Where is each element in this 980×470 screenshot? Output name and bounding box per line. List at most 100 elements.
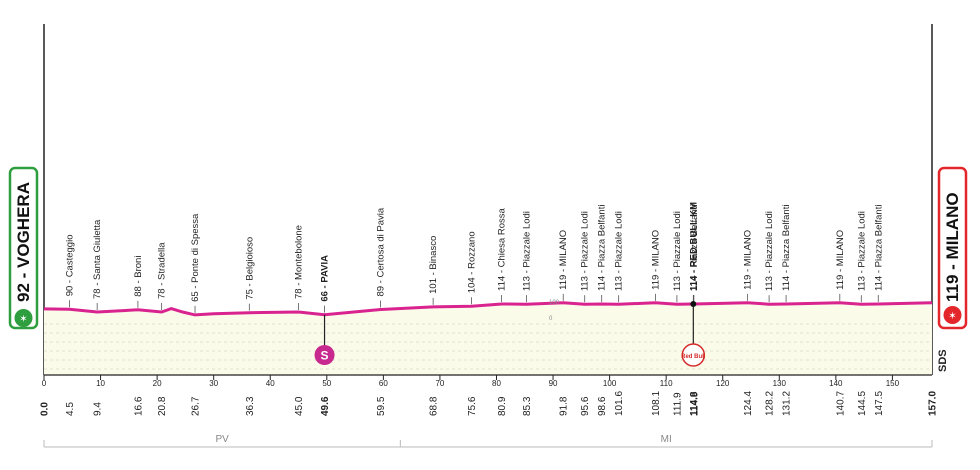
km-label-24: 131.2 <box>782 391 793 416</box>
x-tick-label-80: 80 <box>492 379 501 388</box>
waypoint-label-19: 113 - Piazzale Lodi <box>672 211 683 291</box>
km-label-11: 75.6 <box>467 396 478 416</box>
waypoint-label-20: 114 - RED BULL KM <box>688 202 699 291</box>
km-label-1: 4.5 <box>65 402 76 416</box>
km-label-17: 101.6 <box>614 391 625 416</box>
x-tick-label-50: 50 <box>322 379 331 388</box>
province-bar: PV MI <box>43 434 933 448</box>
waypoint-label-5: 65 - Ponte di Spessa <box>190 213 201 302</box>
waypoint-label-23: 113 - Piazzale Lodi <box>764 211 775 291</box>
km-label-28: 157.0 <box>928 391 939 416</box>
finish-cyclist-icon <box>943 306 962 324</box>
red-bull-icon-label: Red Bull <box>681 354 706 360</box>
start-badge-frame <box>8 166 39 330</box>
x-tick-label-150: 150 <box>886 379 900 388</box>
waypoint-label-15: 113 - Piazzale Lodi <box>580 211 591 291</box>
x-tick-label-20: 20 <box>153 379 162 388</box>
finish-cyclist-glyph: ✶ <box>948 311 956 322</box>
x-tick-label-70: 70 <box>435 379 444 388</box>
waypoint-label-8: 66 - PAVIA <box>320 255 331 302</box>
x-tick-label-60: 60 <box>379 379 388 388</box>
waypoint-label-10: 101 - Binasco <box>428 236 439 294</box>
km-label-5: 26.7 <box>191 396 202 416</box>
waypoint-label-1: 90 - Casteggio <box>64 235 75 297</box>
sprint-icon-label: S <box>321 349 329 363</box>
km-label-16: 98.6 <box>597 396 608 416</box>
waypoint-label-16: 114 - Piazza Belfanti <box>597 205 608 291</box>
waypoint-label-25: 119 - MILANO <box>835 230 846 290</box>
km-label-26: 144.5 <box>857 391 868 416</box>
elevation-grid <box>44 323 932 370</box>
km-label-10: 68.8 <box>429 396 440 416</box>
km-label-7: 45.0 <box>294 396 305 416</box>
start-cyclist-icon <box>14 309 33 327</box>
x-tick-label-30: 30 <box>209 379 218 388</box>
x-tick-label-130: 130 <box>773 379 787 388</box>
x-tick-label-40: 40 <box>266 379 275 388</box>
km-label-14: 91.8 <box>559 396 570 416</box>
waypoint-label-12: 114 - Chiesa Rossa <box>497 208 508 291</box>
waypoint-label-4: 78 - Stradella <box>157 242 168 299</box>
route-line <box>43 301 933 317</box>
x-tick-label-140: 140 <box>829 379 843 388</box>
start-town-label: 92 - VOGHERA <box>14 182 33 302</box>
waypoints: 90 - Casteggio 78 - Santa Giuletta 88 - Br… <box>64 202 884 367</box>
km-label-3: 16.6 <box>133 396 144 416</box>
altitude-mark-100: 100 <box>549 300 560 306</box>
km-label-9: 59.5 <box>376 396 387 416</box>
sprint-icon <box>314 345 335 365</box>
km-label-0: 0.0 <box>40 402 51 416</box>
waypoint-label-22: 119 - MILANO <box>743 230 754 290</box>
km-label-27: 147.5 <box>874 391 885 416</box>
profile-area <box>44 302 932 375</box>
red-bull-icon <box>681 343 706 367</box>
km-label-18: 108.1 <box>651 391 662 416</box>
waypoint-label-13: 113 - Piazzale Lodi <box>521 211 532 291</box>
km-label-21: 114.9 <box>689 391 700 416</box>
waypoint-label-18: 119 - MILANO <box>650 230 661 290</box>
start-cyclist-glyph: ✶ <box>19 314 27 325</box>
x-tick-label-10: 10 <box>96 379 105 388</box>
province-label-1: MI <box>661 434 672 445</box>
finish-badge-frame <box>937 166 968 330</box>
x-tick-label-110: 110 <box>660 379 673 388</box>
waypoint-label-14: 119 - MILANO <box>558 230 569 290</box>
waypoint-label-3: 88 - Broni <box>133 256 144 297</box>
waypoint-label-9: 89 - Certosa di Pavia <box>376 207 387 296</box>
start-badge: 92 - VOGHERA ✶ <box>8 166 39 330</box>
km-label-25: 140.7 <box>835 391 846 416</box>
x-tick-label-100: 100 <box>603 379 617 388</box>
x-tick-label-90: 90 <box>549 379 558 388</box>
province-label-0: PV <box>215 434 229 445</box>
finish-town-label: 119 - MILANO <box>943 192 962 302</box>
x-tick-label-120: 120 <box>716 379 730 388</box>
waypoint-label-6: 75 - Belgioioso <box>244 237 255 300</box>
km-label-13: 85.3 <box>522 396 533 416</box>
finish-badge: 119 - MILANO ✶ <box>937 166 968 330</box>
waypoint-label-21: 114 - Piazza Belfanti <box>689 205 700 291</box>
red-bull-km-dot <box>690 300 697 307</box>
waypoint-label-2: 78 - Santa Giuletta <box>92 219 103 299</box>
altitude-mark-0: 0 <box>549 316 553 322</box>
km-label-22: 124.4 <box>743 391 754 416</box>
km-label-19: 111.9 <box>672 392 683 416</box>
waypoint-label-27: 114 - Piazza Belfanti <box>873 205 884 291</box>
km-label-8: 49.6 <box>320 396 331 416</box>
x-axis-ticks: 0 10 20 30 40 50 60 70 80 90 100 110 120 130 140 150 <box>42 375 900 388</box>
km-label-2: 9.4 <box>93 402 104 416</box>
waypoint-label-11: 104 - Rozzano <box>467 231 478 293</box>
km-labels: 0.0 4.5 9.4 16.6 20.8 26.7 36.3 45.0 49.6 59.5 68.… <box>40 391 939 416</box>
km-label-6: 36.3 <box>245 396 256 416</box>
waypoint-label-26: 113 - Piazzale Lodi <box>856 211 867 291</box>
waypoint-label-17: 113 - Piazzale Lodi <box>614 211 625 291</box>
km-label-12: 80.9 <box>497 396 508 416</box>
km-label-23: 128.2 <box>765 391 776 416</box>
waypoint-label-7: 78 - Montebolone <box>294 225 305 299</box>
km-label-15: 95.6 <box>580 396 591 416</box>
x-tick-label-0: 0 <box>42 379 47 388</box>
waypoint-label-24: 114 - Piazza Belfanti <box>781 205 792 291</box>
brand-logo: SDS <box>937 349 949 372</box>
km-label-4: 20.8 <box>157 396 168 416</box>
km-label-20: 114.8 <box>689 391 700 416</box>
